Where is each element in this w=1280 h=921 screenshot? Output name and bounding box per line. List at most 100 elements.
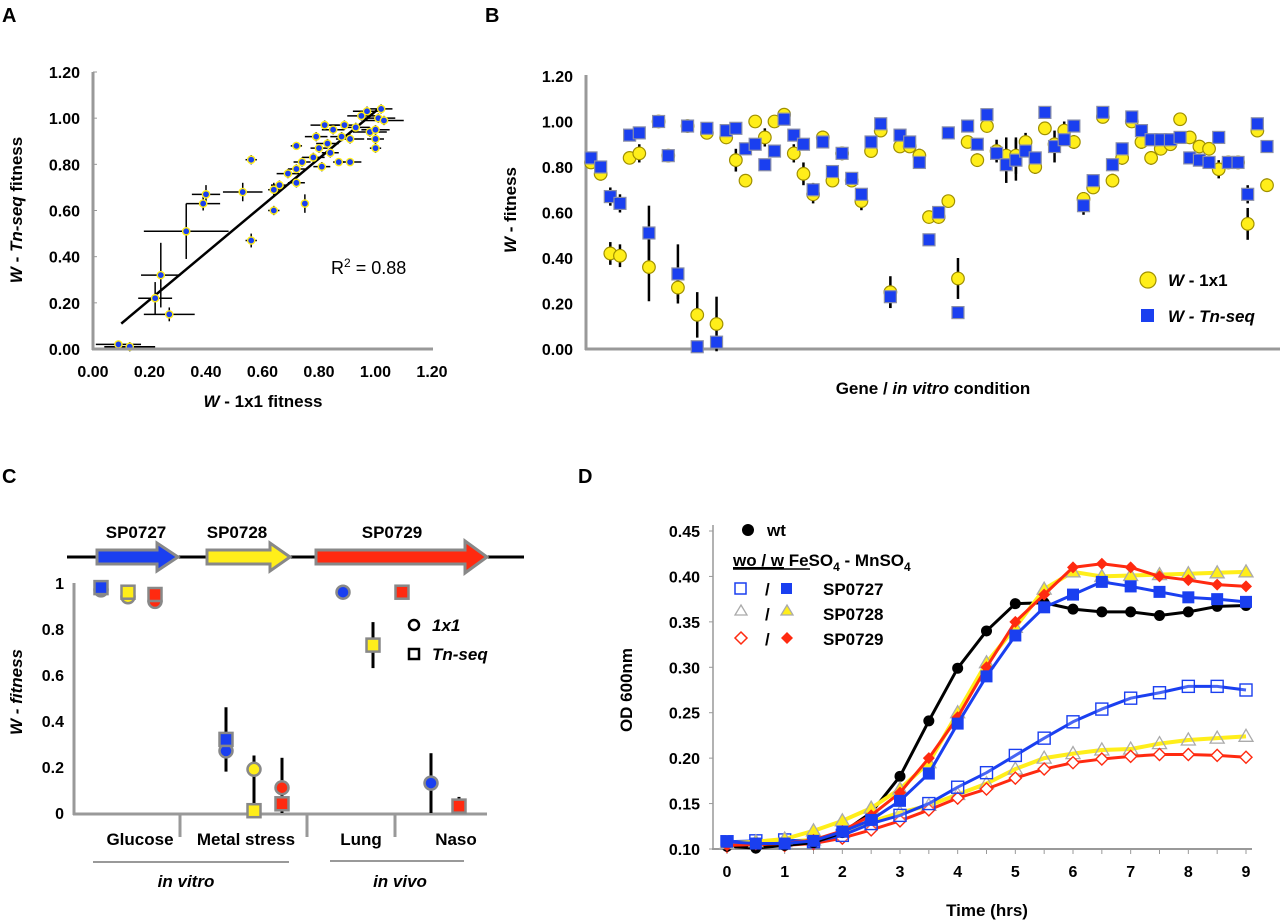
- data-point: [1037, 762, 1052, 777]
- panel-d-y-ticks: 0.10 0.15 0.20 0.25 0.30 0.35 0.40 0.45: [669, 524, 713, 859]
- point-tnseq: [932, 205, 946, 220]
- series-line: [726, 569, 1247, 846]
- data-point: [1009, 629, 1022, 642]
- point-tnseq: [961, 119, 975, 133]
- arrow-sp0727: [95, 540, 181, 574]
- point-tnseq: [893, 128, 907, 142]
- marker-tnseq: [218, 731, 234, 748]
- y-tick-label: 0.00: [542, 342, 573, 359]
- x-tick-label: 0.80: [303, 364, 334, 381]
- data-point: [297, 157, 307, 167]
- point-1x1: [748, 114, 763, 129]
- data-point: [1096, 606, 1108, 618]
- data-point: [1008, 771, 1023, 786]
- panel-c-points: [93, 579, 467, 819]
- point-1x1: [970, 153, 985, 168]
- data-point: [1237, 728, 1255, 742]
- data-point: [1240, 595, 1252, 608]
- y-tick-label: 0.60: [542, 206, 573, 223]
- y-tick-label: 0.80: [49, 157, 80, 174]
- category-glucose: Glucose: [106, 830, 173, 849]
- data-point: [1094, 752, 1109, 767]
- point-tnseq: [594, 160, 608, 174]
- point-tnseq: [758, 158, 772, 172]
- category-lung: Lung: [340, 830, 382, 849]
- point-tnseq: [642, 226, 656, 240]
- data-point: [371, 143, 380, 153]
- point-tnseq: [1076, 199, 1091, 213]
- legend-label-wt: wt: [766, 521, 786, 540]
- point-tnseq: [980, 108, 994, 122]
- y-tick-label: 0.80: [542, 160, 573, 177]
- data-point: [893, 808, 907, 823]
- data-point: [325, 148, 335, 158]
- data-point: [1066, 755, 1080, 770]
- y-tick-label: 0.15: [669, 797, 700, 814]
- point-1x1: [796, 166, 811, 181]
- data-point: [156, 270, 166, 280]
- data-point: [371, 134, 380, 144]
- point-tnseq: [1047, 139, 1062, 154]
- y-tick-label: 0.2: [42, 760, 64, 777]
- data-point: [1239, 750, 1253, 765]
- point-tnseq: [1057, 133, 1071, 147]
- point-tnseq: [787, 128, 801, 142]
- point-tnseq: [1125, 110, 1139, 124]
- data-point: [362, 106, 372, 116]
- data-point: [1237, 563, 1255, 578]
- series-sp0729-w: [721, 557, 1252, 852]
- x-tick-label: 7: [1126, 864, 1135, 881]
- point-tnseq: [854, 187, 869, 201]
- point-tnseq: [874, 117, 888, 131]
- point-tnseq: [1250, 117, 1264, 131]
- x-tick-label: 8: [1184, 864, 1193, 881]
- x-tick-label: 0.40: [190, 364, 221, 381]
- y-tick-label: 0.6: [42, 668, 64, 685]
- data-point: [201, 190, 211, 199]
- legend-open-square: [734, 582, 747, 595]
- x-tick-label: 0: [723, 864, 732, 881]
- y-tick-label: 0.4: [42, 714, 64, 731]
- data-point: [951, 717, 964, 730]
- marker-tnseq: [246, 802, 262, 819]
- y-tick-label: 0.40: [49, 250, 80, 267]
- y-tick-label: 0.40: [669, 569, 700, 586]
- y-tick-label: 0.60: [49, 204, 80, 221]
- data-point: [1067, 603, 1079, 615]
- data-point: [1181, 679, 1196, 694]
- series-line: [726, 562, 1247, 847]
- data-point: [198, 199, 208, 208]
- point-tnseq: [632, 126, 646, 140]
- marker-tnseq: [93, 579, 109, 596]
- point-tnseq: [709, 335, 724, 349]
- data-point: [1210, 679, 1224, 694]
- y-tick-label: 0.35: [669, 615, 700, 632]
- point-tnseq: [864, 135, 878, 149]
- point-1x1: [951, 271, 965, 286]
- data-point: [323, 139, 332, 148]
- series-sp0727-wo: [720, 679, 1253, 849]
- legend-wt-marker: [742, 524, 754, 536]
- series-sp0728-w: [718, 563, 1255, 850]
- legend-filled-square: [781, 583, 792, 594]
- data-point: [309, 153, 318, 162]
- data-point: [114, 340, 123, 349]
- x-tick-label: 1: [780, 864, 789, 881]
- data-point: [1067, 588, 1079, 601]
- data-point: [836, 825, 849, 838]
- series-wt: [721, 597, 1252, 854]
- data-point: [1125, 606, 1137, 618]
- data-point: [980, 670, 993, 683]
- legend-circle-marker: [1139, 271, 1157, 289]
- legend-slash: /: [765, 630, 770, 649]
- data-point: [923, 715, 935, 727]
- legend-slash: /: [765, 580, 770, 599]
- data-point: [950, 791, 965, 806]
- marker-tnseq: [120, 584, 136, 600]
- point-1x1: [1260, 178, 1274, 193]
- legend-label-sp0728: SP0728: [823, 605, 884, 624]
- panel-letter-c: C: [2, 466, 16, 488]
- x-tick-label: 1.20: [416, 364, 447, 381]
- point-1x1: [642, 260, 656, 275]
- data-point: [181, 226, 191, 236]
